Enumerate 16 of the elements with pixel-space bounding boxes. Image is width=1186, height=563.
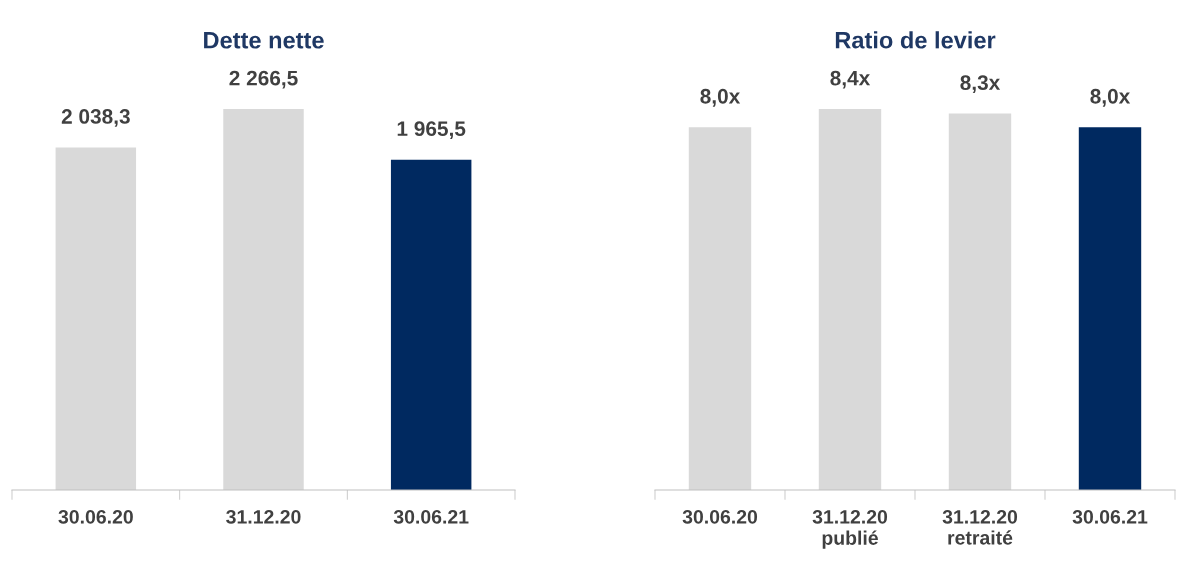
data-label: 8,0x bbox=[1090, 88, 1131, 107]
data-label: 8,0x bbox=[700, 88, 741, 107]
data-label: 8,3x bbox=[960, 75, 1001, 94]
data-label: 2 038,3 bbox=[61, 109, 130, 127]
x-tick-label: 30.06.20 bbox=[682, 509, 758, 524]
x-tick-label: 31.12.20 publié bbox=[812, 509, 888, 549]
x-tick-label: 30.06.20 bbox=[58, 509, 133, 524]
x-tick-label: 31.12.20 bbox=[226, 509, 301, 524]
data-label: 2 266,5 bbox=[229, 70, 298, 89]
data-label: 1 965,5 bbox=[397, 121, 466, 140]
chart-title: Ratio de levier bbox=[835, 31, 996, 49]
x-tick-label: 31.12.20 retraité bbox=[942, 509, 1018, 545]
data-label: 8,4x bbox=[830, 70, 871, 89]
x-tick-label: 30.06.21 bbox=[1072, 509, 1148, 524]
x-tick-label: 30.06.21 bbox=[393, 509, 469, 524]
chart-title: Dette nette bbox=[204, 32, 324, 49]
